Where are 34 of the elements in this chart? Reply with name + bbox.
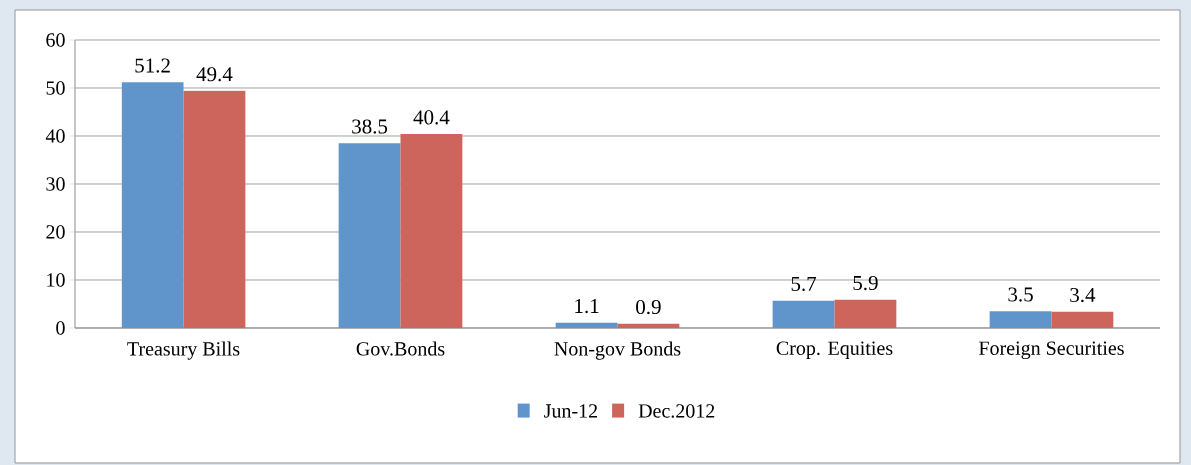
bar: [989, 311, 1052, 328]
y-tick-label: 60: [46, 33, 65, 47]
x-tick-label: Gov.Bonds: [356, 341, 445, 356]
y-tick-label: 10: [47, 273, 65, 287]
legend-label: Jun-12: [544, 404, 598, 418]
y-tick-label: 20: [46, 225, 65, 239]
data-label: 3.4: [1070, 287, 1096, 303]
bar: [400, 134, 463, 328]
data-label: 40.4: [413, 110, 450, 125]
x-tick-label: Foreign Securities: [979, 341, 1124, 360]
bar: [121, 82, 184, 328]
bar: [338, 143, 401, 328]
bar: [183, 90, 246, 328]
legend-label: Dec.2012: [638, 404, 715, 418]
bar: [555, 322, 618, 328]
bar: [1051, 311, 1114, 328]
bar: [834, 299, 897, 328]
data-label: 51.2: [135, 58, 170, 73]
bar: [617, 323, 680, 328]
data-label: 3.5: [1008, 287, 1033, 302]
y-tick-label: 30: [46, 177, 65, 191]
x-tick-label: Treasury Bills: [127, 341, 240, 360]
data-label: 5.7: [791, 277, 817, 292]
data-label: 38.5: [352, 119, 388, 134]
data-label: 5.9: [853, 275, 878, 291]
x-tick-label: Non-gov Bonds: [554, 341, 681, 360]
y-tick-label: 50: [46, 81, 65, 95]
y-tick-label: 40: [45, 129, 65, 143]
y-tick-label: 0: [56, 321, 65, 335]
x-tick-label: Crop. Equities: [776, 341, 893, 360]
data-label: 49.4: [196, 67, 233, 82]
data-label: 0.9: [636, 299, 661, 315]
bar: [772, 300, 835, 328]
data-label: 1.1: [575, 299, 599, 314]
